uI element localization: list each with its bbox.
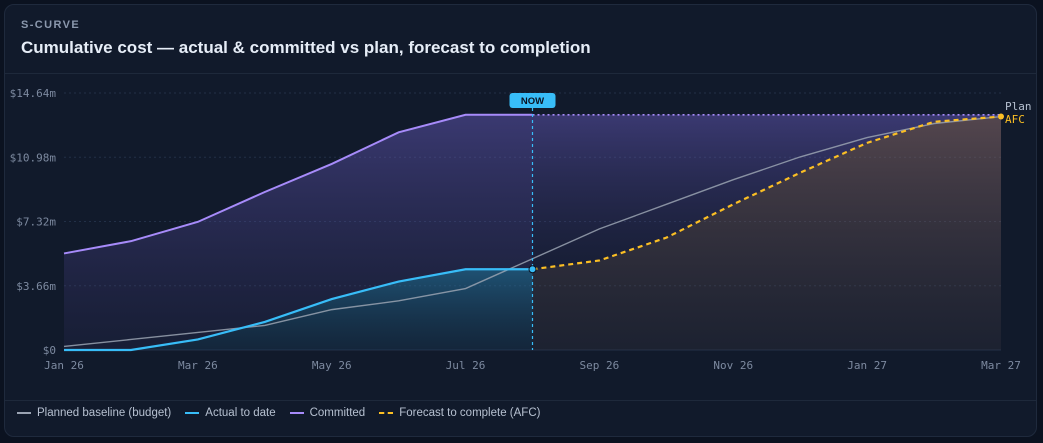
legend-item-plan[interactable]: Planned baseline (budget)	[17, 407, 171, 419]
actual-line	[64, 268, 533, 352]
y-tick-label: $10.98m	[10, 151, 57, 164]
x-tick-label: Jan 27	[847, 359, 887, 372]
legend-label-committed: Committed	[309, 407, 366, 419]
legend-item-committed[interactable]: Committed	[289, 407, 366, 419]
afc-line	[532, 115, 1002, 271]
y-tick-label: $14.64m	[10, 87, 57, 100]
x-tick-label: May 26	[312, 359, 352, 372]
afc-area	[532, 116, 1001, 350]
y-tick-label: $7.32m	[16, 216, 56, 229]
y-tick-label: $0	[43, 344, 56, 357]
afc-end-label: AFC	[1005, 113, 1025, 126]
x-tick-label: Nov 26	[713, 359, 753, 372]
legend-label-actual: Actual to date	[205, 407, 276, 419]
chart-eyebrow: S-CURVE	[21, 19, 81, 31]
y-tick-label: $3.66m	[16, 280, 56, 293]
legend-swatch-committed	[289, 412, 304, 414]
legend-swatch-actual	[185, 412, 200, 414]
x-tick-label: Mar 27	[981, 359, 1021, 372]
legend-swatch-afc	[379, 412, 394, 414]
actual-area	[64, 269, 533, 350]
afc-end-point	[998, 113, 1004, 120]
x-tick-label: Jul 26	[446, 359, 486, 372]
legend-label-plan: Planned baseline (budget)	[37, 407, 172, 419]
now-badge	[509, 93, 556, 108]
chart-legend: Planned baseline (budget) Actual to date…	[17, 407, 540, 419]
committed-future-area	[532, 114, 1001, 270]
committed-area	[64, 114, 533, 350]
legend-divider	[5, 400, 1036, 401]
header-divider	[5, 73, 1036, 74]
committed-line	[63, 113, 533, 255]
x-tick-label: Jan 26	[44, 359, 84, 372]
legend-item-afc[interactable]: Forecast to complete (AFC)	[379, 407, 540, 419]
chart-title: Cumulative cost — actual & committed vs …	[21, 38, 591, 57]
now-badge-label: NOW	[521, 96, 544, 107]
legend-swatch-plan	[17, 412, 31, 414]
legend-item-actual[interactable]: Actual to date	[185, 407, 276, 419]
legend-label-afc: Forecast to complete (AFC)	[399, 407, 541, 419]
actual-current-point	[528, 265, 537, 274]
x-tick-label: Mar 26	[178, 359, 218, 372]
plan-end-label: Plan	[1005, 100, 1032, 113]
x-tick-label: Sep 26	[580, 359, 620, 372]
